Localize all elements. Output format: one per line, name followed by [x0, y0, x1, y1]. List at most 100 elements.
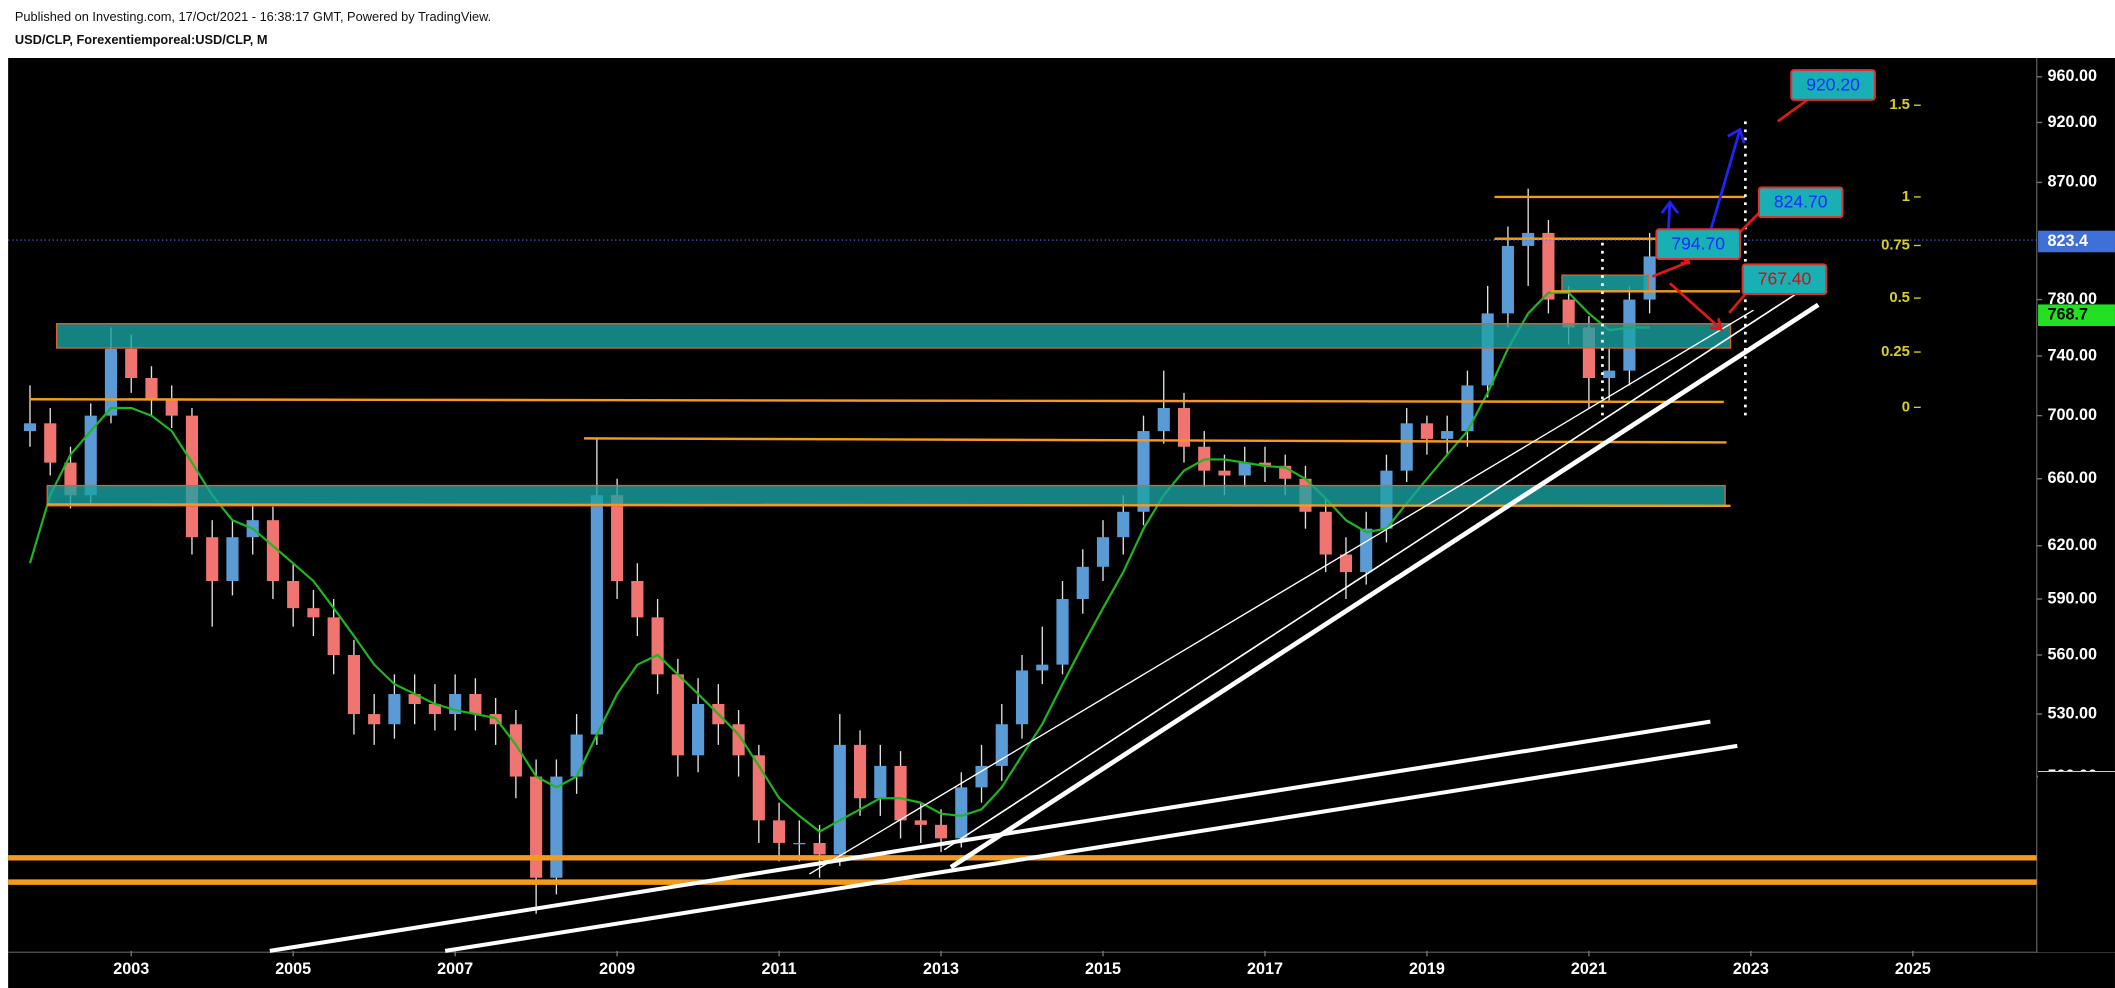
candle-body	[1562, 299, 1575, 328]
annotation-box	[1790, 69, 1876, 101]
fib-label: 1	[1902, 189, 1910, 205]
candle-body	[1400, 423, 1413, 471]
candle-body	[368, 714, 381, 725]
y-tick-label: 920.00	[2048, 113, 2097, 131]
candle-body	[104, 348, 118, 416]
x-tick-label: 2007	[437, 960, 473, 978]
annotation-label: 767.40	[1758, 269, 1812, 289]
candle-body	[1076, 566, 1089, 600]
candle-body	[570, 734, 583, 777]
candle-body	[1501, 245, 1514, 314]
y-tick-label: 780.00	[2048, 290, 2097, 308]
y-tick-label: 530.00	[2048, 704, 2097, 722]
candle-body	[287, 580, 300, 609]
candle-body	[509, 724, 522, 777]
zone	[56, 323, 1732, 349]
candle-body	[1238, 462, 1251, 476]
y-tick-label: 960.00	[2048, 67, 2097, 85]
candle-body	[1056, 599, 1069, 665]
candles	[23, 188, 1656, 914]
candle-body	[1339, 554, 1353, 573]
annotation-label: 824.70	[1774, 192, 1828, 212]
candle-body	[914, 820, 927, 825]
candle-body	[975, 765, 988, 788]
y-tick-label: 560.00	[2048, 645, 2097, 663]
candle-body	[1461, 385, 1474, 432]
trend-line	[943, 289, 1803, 851]
connector	[1728, 98, 1809, 314]
annotation-label: 794.70	[1671, 233, 1725, 253]
x-tick-label: 2003	[113, 960, 149, 978]
axis-mask	[2038, 771, 2115, 953]
candle-body	[428, 703, 441, 715]
axis-layer	[130, 950, 1914, 957]
level-line	[47, 503, 1731, 508]
candle-body	[307, 608, 320, 618]
candle-body	[327, 617, 340, 656]
trend-lines	[269, 289, 1820, 953]
x-tick-label: 2019	[1409, 960, 1445, 978]
candle-body	[853, 744, 867, 799]
x-tick-label: 2025	[1895, 960, 1931, 978]
price-tag	[2038, 304, 2115, 327]
candle-body	[226, 537, 239, 581]
candle-body	[347, 655, 360, 715]
x-tick-label: 2013	[923, 960, 959, 978]
candle-body	[1096, 537, 1110, 567]
candle-body	[125, 348, 138, 378]
candle-body	[1420, 423, 1434, 439]
candle-body	[995, 724, 1008, 766]
fib-label: 0.5	[1889, 290, 1910, 306]
candle-body	[1177, 408, 1191, 447]
annotation-box	[1757, 186, 1844, 219]
candle-body	[671, 674, 684, 756]
y-tick-label: 700.00	[2048, 406, 2097, 424]
candle-body	[1157, 408, 1170, 432]
zone	[1561, 274, 1649, 293]
x-tick-label: 2009	[599, 960, 635, 978]
candle-body	[44, 423, 57, 463]
x-tick-label: 2023	[1733, 960, 1769, 978]
candle-body	[1015, 670, 1029, 725]
candle-body	[773, 820, 786, 843]
y-tick-label: 870.00	[2048, 173, 2097, 191]
price-tag-label: 823.4	[2048, 232, 2088, 250]
candle-body	[185, 415, 199, 538]
candle-body	[894, 765, 907, 821]
candle-body	[934, 824, 948, 839]
level-line	[29, 398, 1724, 404]
annotation-label: 920.20	[1806, 74, 1860, 94]
candle-body	[1441, 431, 1454, 439]
zone	[46, 484, 1726, 507]
candle-body	[1258, 462, 1272, 466]
y-tick-label: 740.00	[2048, 346, 2097, 364]
candle-body	[1036, 664, 1049, 671]
trend-line	[949, 302, 1820, 870]
trend-line	[444, 743, 1738, 953]
candle-body	[1117, 511, 1130, 538]
level-line	[584, 437, 1727, 444]
arrow	[1668, 282, 1723, 331]
candle-body	[206, 537, 219, 581]
candle-body	[611, 495, 624, 581]
trend-line	[808, 309, 1754, 875]
candle-body	[1542, 232, 1555, 300]
candle-body	[1319, 511, 1332, 555]
y-tick-label: 590.00	[2048, 589, 2097, 607]
x-tick-label: 2005	[275, 960, 311, 978]
fib-label: 0	[1902, 399, 1910, 415]
candle-body	[874, 765, 887, 799]
x-tick-label: 2011	[762, 960, 797, 978]
candle-body	[692, 703, 705, 756]
drawings	[8, 98, 2037, 953]
trend-line	[269, 719, 1711, 953]
candle-body	[833, 744, 846, 855]
fib-label: 1.5	[1889, 97, 1910, 113]
candle-body	[266, 520, 280, 581]
candle-body	[388, 694, 401, 725]
dotted-lines	[1601, 121, 1747, 421]
candle-body	[145, 377, 158, 401]
labels: 2003 2005 2007 2009 2011 2013 2015 2017 2019 2021…	[113, 67, 2115, 978]
